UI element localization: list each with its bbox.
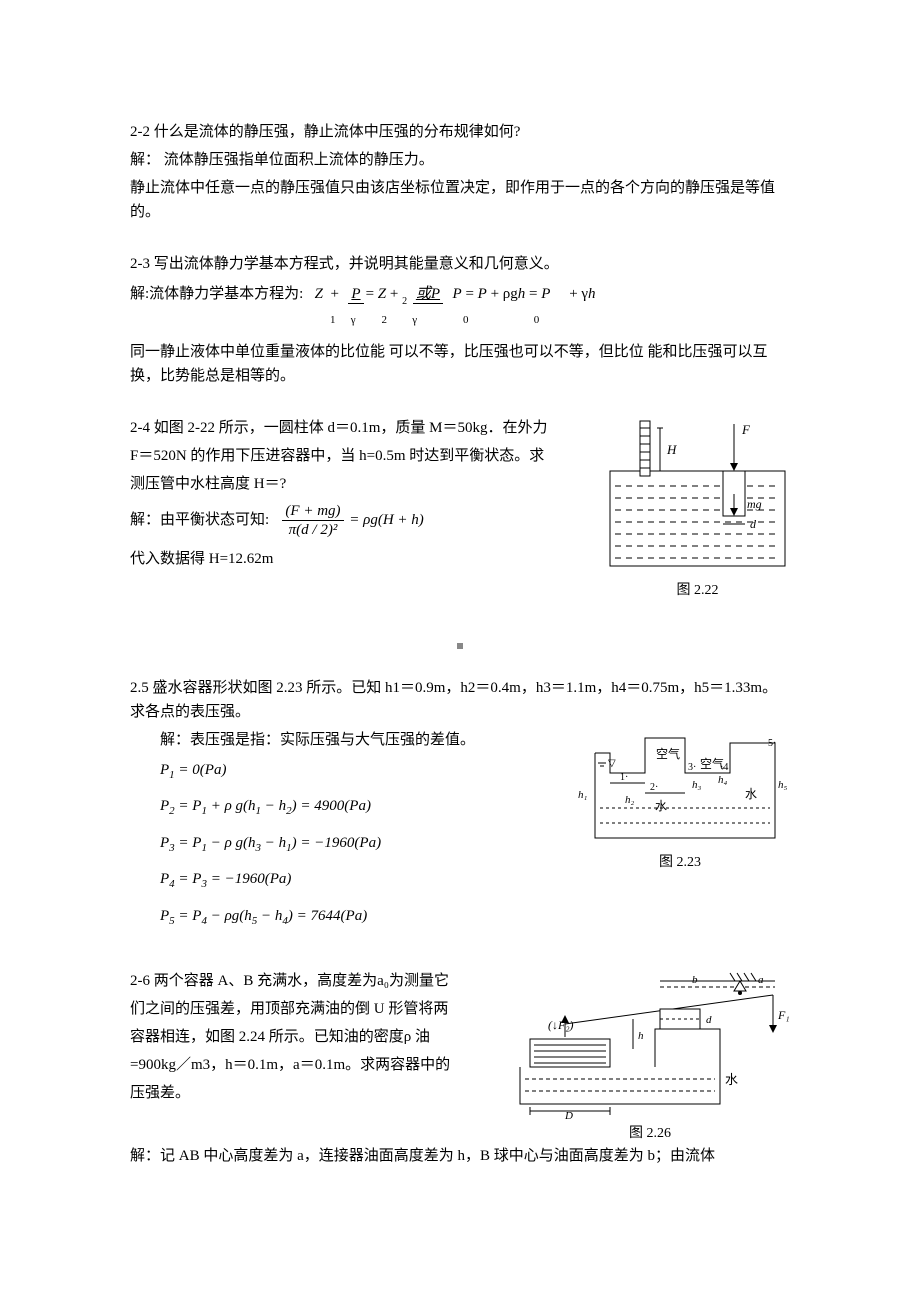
svg-text:1·: 1· [620, 772, 628, 783]
problem-2-2: 2-2 什么是流体的静压强，静止流体中压强的分布规律如何? 解： 流体静压强指单… [130, 120, 790, 224]
svg-text:H: H [666, 442, 677, 457]
conclusion-text: 解：记 AB 中心高度差为 a，连接器油面高度差为 h，B 球中心与油面高度差为… [130, 1144, 790, 1168]
svg-text:D: D [564, 1110, 573, 1119]
answer-text: 静止流体中任意一点的静压强值只由该店坐标位置决定，即作用于一点的各个方向的静压强… [130, 176, 790, 224]
conclusion-text: 同一静止液体中单位重量液体的比位能 可以不等，比压强也可以不等，但比位 能和比压… [130, 340, 790, 388]
svg-text:5·: 5· [768, 738, 776, 749]
svg-text:h₁: h₁ [578, 789, 588, 801]
question-text: 2.5 盛水容器形状如图 2.23 所示。已知 h1＝0.9m，h2＝0.4m，… [130, 676, 790, 724]
problem-2-3: 2-3 写出流体静力学基本方程式，并说明其能量意义和几何意义。 解:流体静力学基… [130, 252, 790, 388]
svg-text:h: h [638, 1030, 644, 1042]
svg-text:3·: 3· [688, 762, 696, 773]
equation-subscripts: 1 γ 2 γ 0 0 [330, 312, 790, 330]
figure-caption: 图 2.22 [605, 580, 790, 602]
equation: 解:流体静力学基本方程为: Z + P= Z + 2 或P P = P + ρg… [130, 282, 790, 308]
svg-text:水: 水 [725, 1072, 738, 1087]
svg-text:d: d [706, 1014, 712, 1026]
svg-text:a: a [758, 974, 764, 986]
question-text: 2-2 什么是流体的静压强，静止流体中压强的分布规律如何? [130, 120, 790, 144]
separator-dot [130, 634, 790, 658]
svg-text:h₃: h₃ [692, 779, 702, 791]
problem-2-4: H F mg d 图 2.22 2-4 如图 2-22 所示，一圆柱体 d＝0.… [130, 416, 790, 606]
svg-text:F₁: F₁ [777, 1008, 790, 1022]
problem-2-6: b a F₁ d h [130, 969, 790, 1172]
question-text: 2-3 写出流体静力学基本方程式，并说明其能量意义和几何意义。 [130, 252, 790, 276]
eq-den: π(d / 2)² [289, 522, 338, 538]
svg-text:h₄: h₄ [718, 774, 728, 786]
svg-text:d: d [750, 517, 757, 531]
svg-text:mg: mg [747, 497, 762, 511]
figure-2-22: H F mg d 图 2.22 [605, 416, 790, 606]
svg-text:2·: 2· [650, 782, 658, 793]
svg-text:F: F [741, 422, 751, 437]
svg-text:空气: 空气 [656, 746, 680, 761]
figure-2-23: 空气 空气 水 水 h₁ h₂ h₃ h₄ h₅ ▽ 1· 2· 3· ·4 5… [570, 728, 790, 878]
equation-lead: 解：由平衡状态可知: [130, 512, 269, 528]
svg-text:(↓F₂): (↓F₂) [548, 1018, 574, 1032]
svg-text:h₅: h₅ [778, 779, 788, 791]
figure-caption: 图 2.23 [570, 852, 790, 874]
figure-2-26: b a F₁ d h [510, 969, 790, 1144]
answer-text: 解： 流体静压强指单位面积上流体的静压力。 [130, 148, 790, 172]
svg-text:▽: ▽ [608, 758, 616, 769]
svg-text:b: b [692, 974, 698, 986]
equation: P5 = P4 − ρg(h5 − h4) = 7644(Pa) [160, 904, 790, 931]
svg-text:水: 水 [745, 787, 757, 801]
equation-lead: 解:流体静力学基本方程为: [130, 286, 303, 302]
problem-2-5: 2.5 盛水容器形状如图 2.23 所示。已知 h1＝0.9m，h2＝0.4m，… [130, 676, 790, 941]
svg-text:·4: ·4 [720, 762, 728, 773]
svg-text:水: 水 [655, 799, 667, 813]
eq-num: (F + mg) [285, 503, 340, 519]
svg-text:h₂: h₂ [625, 794, 635, 806]
figure-caption: 图 2.26 [510, 1123, 790, 1145]
eq-rhs: = ρg(H + h) [349, 512, 424, 528]
